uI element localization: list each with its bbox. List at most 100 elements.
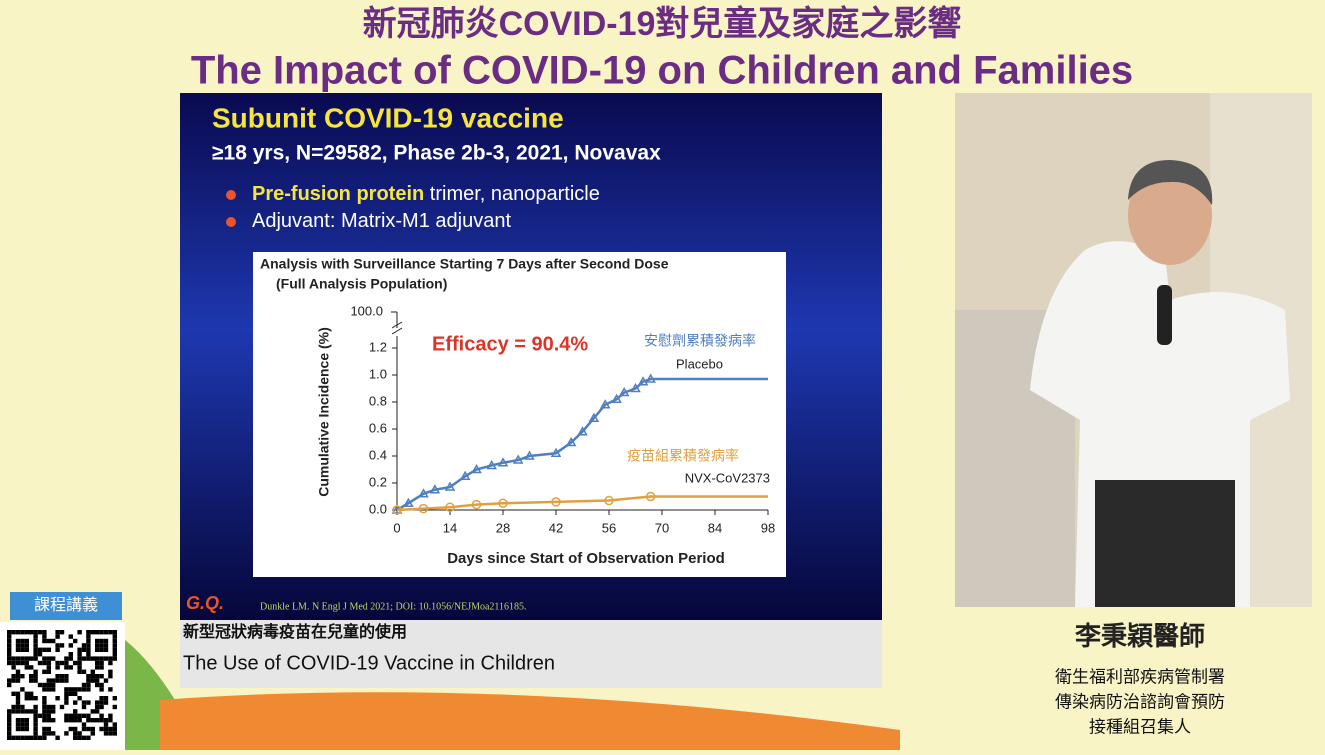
qr-module (15, 674, 21, 679)
qr-module (7, 647, 12, 652)
qr-module (11, 660, 16, 666)
qr-module (42, 682, 47, 688)
qr-module (95, 630, 100, 635)
qr-module (51, 709, 56, 714)
speaker-name: 李秉穎醫師 (1074, 622, 1205, 652)
qr-module (103, 731, 109, 736)
qr-module (77, 731, 82, 736)
qr-module (90, 726, 95, 732)
qr-module (68, 652, 73, 657)
qr-module (59, 678, 65, 683)
qr-module (20, 687, 25, 692)
qr-module (90, 718, 95, 723)
qr-module (33, 643, 38, 648)
qr-module (81, 647, 87, 652)
qr-module (20, 660, 25, 666)
qr-module (112, 726, 117, 732)
marker (550, 447, 562, 458)
qr-module (51, 718, 56, 723)
x-tick-label: 42 (549, 520, 563, 535)
qr-module (103, 722, 109, 727)
qr-module (64, 665, 69, 670)
qr-module (51, 678, 56, 683)
qr-module (46, 726, 51, 732)
qr-module (7, 709, 12, 714)
qr-module (103, 678, 109, 683)
qr-module (112, 638, 117, 644)
y-axis-label: Cumulative Incidence (%) (316, 327, 332, 497)
marker (403, 497, 414, 507)
qr-module (108, 656, 113, 661)
qr-module (99, 630, 104, 635)
qr-module (42, 709, 47, 714)
qr-module (90, 678, 95, 683)
qr-module (86, 687, 91, 692)
qr-module (55, 630, 60, 635)
qr-module (95, 638, 100, 644)
qr-module (7, 656, 12, 661)
marker (418, 488, 429, 498)
qr-module (7, 726, 12, 732)
x-tick-label: 28 (496, 520, 510, 535)
qr-module (81, 656, 87, 661)
qr-module (86, 678, 91, 683)
marker (392, 505, 402, 515)
qr-module (99, 704, 104, 710)
qr-module (46, 638, 51, 644)
qr-module (55, 643, 60, 648)
marker (445, 502, 455, 513)
qr-module (42, 647, 47, 652)
qr-module (46, 669, 51, 674)
x-tick-label: 70 (655, 520, 669, 535)
qr-module (108, 660, 113, 666)
affiliation: 接種組召集人 (1089, 717, 1191, 736)
qr-module (81, 735, 87, 740)
y-tick-label: 0.0 (369, 501, 387, 516)
qr-module (86, 634, 91, 639)
y-tick-label: 0.2 (369, 474, 387, 489)
qr-module (29, 678, 34, 683)
qr-module (108, 726, 113, 732)
qr-module (77, 735, 82, 740)
qr-module (77, 652, 82, 657)
qr-module (29, 665, 34, 670)
qr-module (108, 718, 113, 723)
qr-module (86, 656, 91, 661)
legend-entry: Placebo (676, 356, 723, 371)
qr-module (95, 700, 100, 705)
qr-module (42, 630, 47, 635)
qr-module (7, 735, 12, 740)
qr-module (86, 718, 91, 723)
qr-module (24, 643, 29, 648)
marker (459, 470, 471, 480)
qr-module (15, 678, 21, 683)
marker (604, 495, 614, 506)
qr-module (46, 678, 51, 683)
marker (618, 387, 630, 397)
qr-module (95, 656, 100, 661)
qr-module (99, 638, 104, 644)
qr-module (24, 735, 29, 740)
qr-module (11, 656, 16, 661)
qr-module (20, 722, 25, 727)
qr-module (24, 656, 29, 661)
qr-module (42, 718, 47, 723)
qr-module (37, 647, 43, 652)
qr-module (73, 660, 78, 666)
qr-module (99, 643, 104, 648)
qr-module (42, 726, 47, 732)
qr-module (95, 718, 100, 723)
x-tick-label: 56 (602, 520, 616, 535)
qr-module (112, 731, 117, 736)
qr-module (15, 691, 21, 696)
qr-module (112, 656, 117, 661)
qr-module (33, 709, 38, 714)
qr-module (86, 700, 91, 705)
qr-module (99, 647, 104, 652)
annotation: Efficacy = 90.4% (432, 333, 588, 355)
qr-module (29, 696, 34, 701)
qr-module (11, 691, 16, 696)
handout-label[interactable]: 課程講義 (34, 596, 98, 614)
marker (611, 393, 622, 404)
qr-module (64, 691, 69, 696)
